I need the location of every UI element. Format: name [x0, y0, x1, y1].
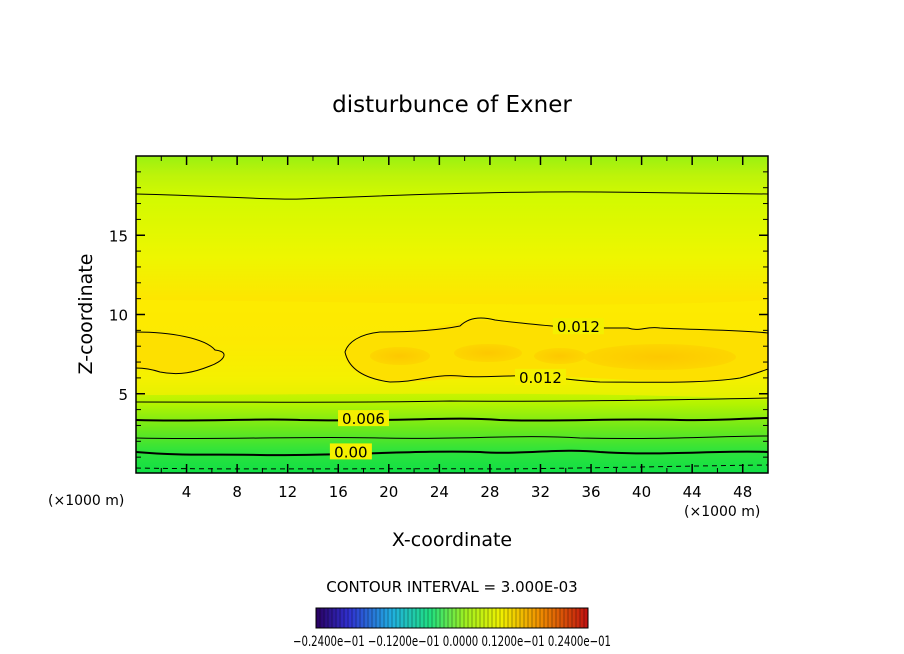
contour-label-bg — [552, 318, 604, 335]
colorbar-stripes — [315, 608, 589, 628]
colorbar: −0.2400e−01 −0.1200e−01 0.0000 0.1200e−0… — [293, 607, 611, 650]
x-axis-ticks: 4 8 12 16 20 24 28 32 36 40 44 48 — [160, 156, 752, 501]
x-tick-label: 12 — [278, 483, 297, 501]
x-tick-label: 20 — [379, 483, 398, 501]
contour-label-bg — [514, 368, 566, 385]
chart-title: disturbunce of Exner — [332, 92, 572, 118]
contour-label-bg — [338, 410, 390, 427]
x-tick-label: 4 — [182, 483, 192, 501]
contour-line-upper — [136, 191, 768, 200]
field-max-1 — [370, 347, 430, 365]
contour-line-negative — [136, 464, 768, 470]
field-core-left — [136, 332, 225, 374]
contour-label: 0.00 — [334, 443, 367, 461]
x-tick-label: 32 — [531, 483, 550, 501]
contour-line-000 — [136, 449, 768, 457]
field-max-2 — [454, 344, 522, 362]
x-tick-label: 44 — [683, 483, 702, 501]
x-tick-label: 36 — [581, 483, 600, 501]
contour-field — [136, 156, 768, 473]
y-tick-label: 15 — [109, 227, 128, 245]
y-tick-label: 5 — [118, 386, 128, 404]
contour-labels: 0.012 0.012 0.006 0.00 — [329, 318, 604, 461]
x-tick-label: 8 — [232, 483, 242, 501]
contour-line-006 — [136, 417, 768, 422]
y-axis-ticks: 5 10 15 — [109, 171, 768, 458]
contour-line-009 — [136, 397, 768, 403]
x-unit-right: (×1000 m) — [684, 504, 760, 520]
x-tick-label: 48 — [733, 483, 752, 501]
field-max-3 — [534, 348, 586, 364]
contour-line-003 — [136, 435, 768, 440]
contour-label: 0.006 — [342, 410, 385, 428]
x-axis-title: X-coordinate — [392, 529, 512, 551]
field-max-4 — [584, 344, 736, 370]
y-tick-label: 10 — [109, 307, 128, 325]
x-tick-label: 28 — [480, 483, 499, 501]
y-axis-title: Z-coordinate — [75, 254, 97, 375]
x-tick-label: 40 — [632, 483, 651, 501]
contour-interval: CONTOUR INTERVAL = 3.000E-03 — [326, 578, 577, 596]
x-unit-left: (×1000 m) — [48, 493, 124, 509]
x-tick-label: 16 — [329, 483, 348, 501]
contour-label-bg — [329, 443, 372, 460]
colorbar-labels: −0.2400e−01 −0.1200e−01 0.0000 0.1200e−0… — [293, 634, 611, 650]
colorbar-frame — [315, 607, 589, 629]
contour-line-012-left — [136, 331, 225, 375]
contour-label: 0.012 — [519, 369, 562, 387]
x-tick-label: 24 — [430, 483, 449, 501]
contour-label: 0.012 — [557, 318, 600, 336]
